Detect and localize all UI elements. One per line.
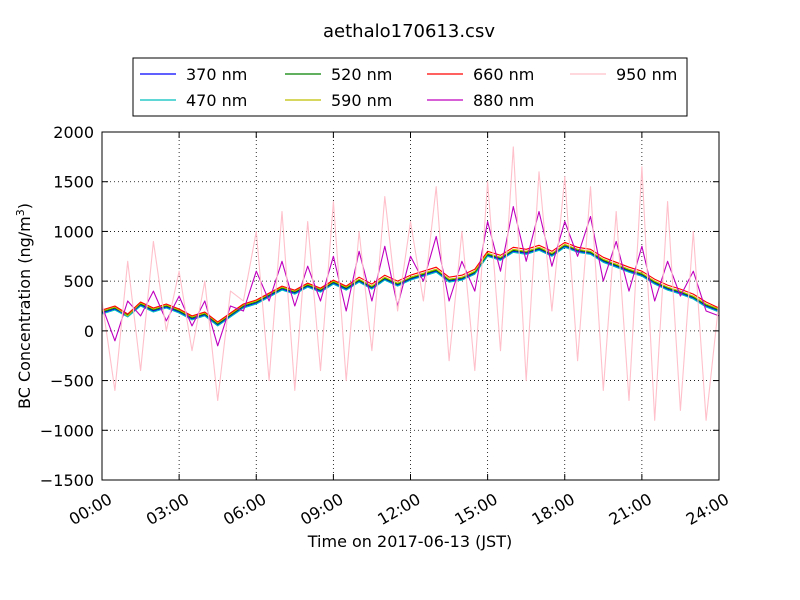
- series-line-950-nm: [101, 146, 720, 421]
- y-tick-label: 2000: [53, 123, 94, 142]
- y-tick-label: −500: [50, 372, 94, 391]
- legend-label: 370 nm: [186, 65, 247, 84]
- series-line-880-nm: [101, 206, 720, 347]
- legend-label: 520 nm: [331, 65, 392, 84]
- y-tick-label: 500: [63, 272, 94, 291]
- y-tick-label: −1500: [40, 471, 94, 490]
- series-line-370-nm: [101, 245, 720, 326]
- legend-label: 470 nm: [186, 91, 247, 110]
- legend-label: 950 nm: [616, 65, 677, 84]
- chart-title: aethalo170613.csv: [323, 21, 495, 42]
- y-axis-label: BC Concentration (ng/m3): [14, 203, 34, 409]
- grid: [102, 132, 719, 480]
- y-axis-label-end: ): [15, 203, 34, 209]
- y-tick-label: −1000: [40, 421, 94, 440]
- x-axis-label: Time on 2017-06-13 (JST): [307, 532, 512, 551]
- y-axis-label-superscript: 3: [14, 209, 27, 216]
- legend-label: 880 nm: [473, 91, 534, 110]
- legend-label: 660 nm: [473, 65, 534, 84]
- y-tick-label: 1500: [53, 173, 94, 192]
- y-axis-label-text: BC Concentration (ng/m: [15, 216, 34, 409]
- plot-area: [102, 132, 719, 480]
- series-layer: [101, 146, 720, 421]
- y-tick-label: 1000: [53, 222, 94, 241]
- series-line-590-nm: [101, 243, 720, 324]
- series-line-520-nm: [101, 244, 720, 325]
- legend-label: 590 nm: [331, 91, 392, 110]
- series-line-470-nm: [101, 246, 720, 327]
- series-line-660-nm: [101, 241, 720, 323]
- legend-frame: [132, 57, 688, 117]
- y-tick-label: 0: [84, 322, 94, 341]
- legend: 370 nm 470 nm 520 nm 590 nm 660 nm 880 nm 950 …: [132, 57, 688, 117]
- y-axis: −1500 −1000 −500 0 500 1000 1500 2000: [40, 123, 719, 490]
